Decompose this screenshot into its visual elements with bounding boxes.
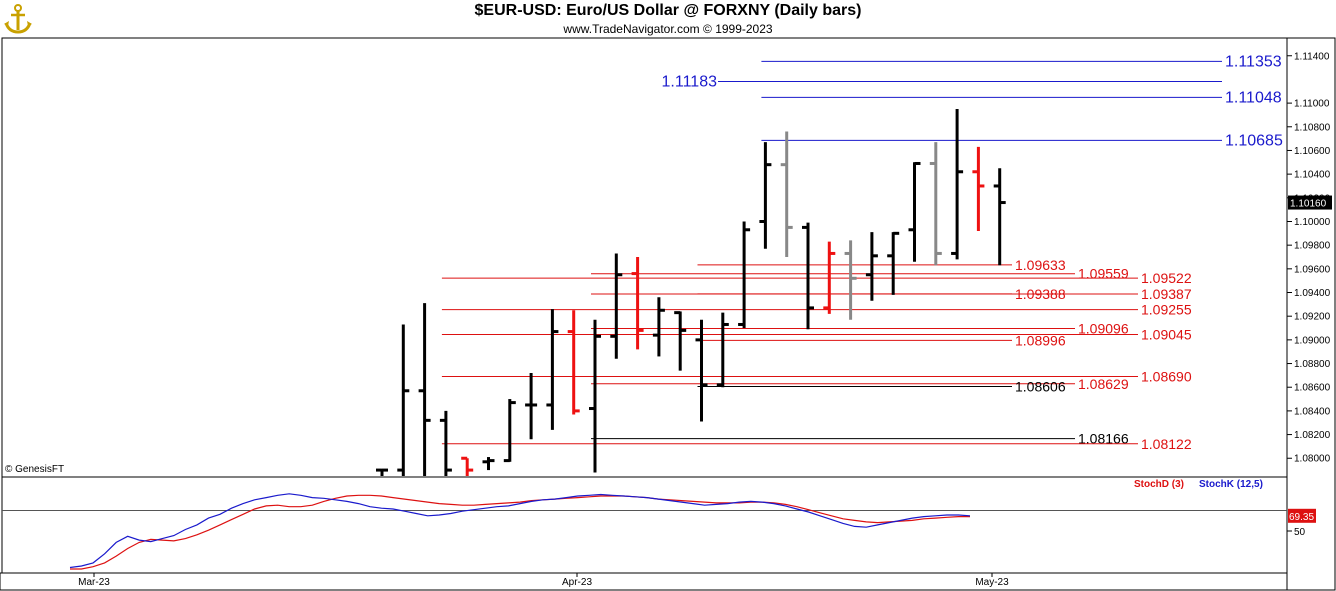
- level-label: 1.08996: [1015, 332, 1066, 348]
- price-tick-label: 1.09200: [1294, 312, 1331, 323]
- stoch-value-box: [1288, 508, 1316, 523]
- price-axis: 1.08000 1.08200 1.08400 1.08600 1.08800 1.090…: [1287, 51, 1332, 465]
- price-tick-label: 1.08000: [1294, 454, 1331, 465]
- price-tick-label: 1.10400: [1294, 170, 1331, 181]
- level-label: 1.09633: [1015, 257, 1066, 273]
- level-label: 1.08606: [1015, 379, 1066, 395]
- stoch-tick-label: 50: [1294, 527, 1306, 538]
- price-tick-label: 1.11400: [1294, 51, 1330, 62]
- stoch-value-label: 69.35: [1289, 512, 1314, 523]
- level-label: 1.09045: [1141, 327, 1192, 343]
- level-label: 1.11048: [1225, 89, 1282, 106]
- price-tick-label: 1.08400: [1294, 406, 1331, 417]
- level-label: 1.08629: [1078, 376, 1129, 392]
- stoch-k-legend: StochK (12,5): [1199, 479, 1263, 490]
- level-label: 1.09096: [1078, 321, 1129, 337]
- price-tick-label: 1.10600: [1294, 146, 1331, 157]
- chart-title: $EUR-USD: Euro/US Dollar @ FORXNY (Daily…: [474, 2, 862, 19]
- level-label: 1.10685: [1225, 132, 1283, 149]
- date-tick-label: May-23: [975, 577, 1009, 588]
- price-tick-label: 1.08800: [1294, 359, 1331, 370]
- date-tick-label: Apr-23: [562, 577, 592, 588]
- plot-area: [1, 37, 1288, 574]
- level-label: 1.08166: [1078, 431, 1129, 447]
- price-tick-label: 1.11000: [1294, 99, 1330, 110]
- stoch-d-line: [70, 494, 970, 570]
- level-label: 1.09559: [1078, 266, 1129, 282]
- anchor-logo-icon: [3, 3, 33, 35]
- copyright-label: © GenesisFT: [5, 464, 64, 475]
- price-tick-label: 1.09800: [1294, 241, 1331, 252]
- price-tick-label: 1.08600: [1294, 383, 1331, 394]
- level-label: 1.11353: [1225, 53, 1282, 70]
- stochastic-panel: 50 69.35: [2, 493, 1316, 570]
- stoch-k-line: [69, 493, 971, 569]
- last-price-label: 1.10160: [1290, 199, 1327, 210]
- stoch-d-legend: StochD (3): [1134, 479, 1184, 490]
- level-label: 1.09255: [1141, 302, 1192, 318]
- level-label: 1.09387: [1141, 286, 1192, 302]
- price-tick-label: 1.10000: [1294, 217, 1331, 228]
- date-axis-panel: [0, 572, 1288, 591]
- price-tick-label: 1.08200: [1294, 430, 1331, 441]
- support-resistance-levels: 1.11353 1.11183 1.11048 1.10685 1.09633 1.095…: [441, 53, 1283, 452]
- chart-subtitle: www.TradeNavigator.com © 1999-2023: [563, 22, 773, 36]
- price-tick-label: 1.09400: [1294, 288, 1331, 299]
- date-tick-label: Mar-23: [78, 577, 110, 588]
- level-label: 1.09522: [1141, 270, 1192, 286]
- level-label: 1.11183: [662, 73, 718, 90]
- last-price-box: [1288, 195, 1332, 210]
- price-tick-label: 1.09000: [1294, 335, 1331, 346]
- price-tick-label: 1.10800: [1294, 122, 1331, 133]
- level-label: 1.08690: [1141, 369, 1192, 385]
- chart-header: $EUR-USD: Euro/US Dollar @ FORXNY (Daily…: [0, 0, 1336, 37]
- ohlc-bars: [376, 109, 1006, 476]
- chart-frame: [0, 37, 1336, 591]
- date-axis: Mar-23 Apr-23 May-23: [78, 573, 1009, 588]
- price-tick-label: 1.09600: [1294, 264, 1331, 275]
- axis-panel: [1286, 37, 1336, 591]
- level-label: 1.08122: [1141, 436, 1192, 452]
